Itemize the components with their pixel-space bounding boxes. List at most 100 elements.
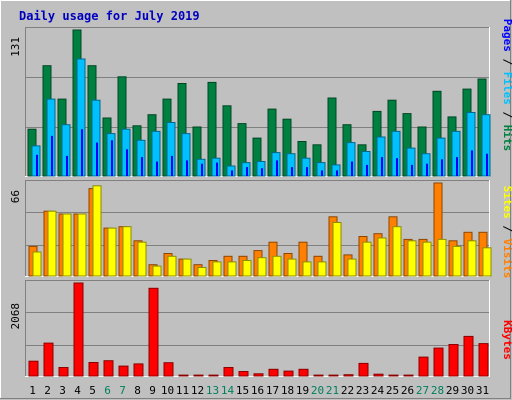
- bar-pages-day-30: [471, 150, 473, 176]
- x-tick-label-day-21: 21: [326, 384, 339, 397]
- series-label-kbytes: KBytes: [501, 320, 512, 360]
- series-label-sites: Sites: [501, 186, 512, 219]
- bar-kbytes-day-18: [283, 370, 294, 377]
- bar-sites-day-25: [392, 226, 402, 277]
- x-tick-label-day-14: 14: [221, 384, 235, 397]
- bar-pages-day-1: [36, 154, 38, 176]
- x-tick-label-day-24: 24: [371, 384, 385, 397]
- bar-pages-day-22: [351, 161, 353, 176]
- bar-pages-day-4: [81, 129, 83, 176]
- bar-sites-day-1: [32, 251, 42, 277]
- bar-kbytes-day-16: [253, 373, 264, 377]
- bar-kbytes-day-7: [118, 365, 129, 377]
- bar-sites-day-17: [272, 255, 282, 277]
- bar-kbytes-day-12: [193, 374, 204, 377]
- bar-pages-day-29: [456, 157, 458, 176]
- bar-pages-day-9: [156, 161, 158, 176]
- bar-sites-day-8: [137, 241, 147, 277]
- bar-sites-day-13: [212, 261, 222, 277]
- bar-pages-day-12: [201, 163, 203, 176]
- chart-panels: 131 Pages / Files / Hits 66 Sites / Visits 2…: [9, 19, 512, 377]
- bar-sites-day-3: [62, 213, 72, 277]
- bar-sites-day-9: [152, 265, 162, 277]
- bar-sites-day-16: [257, 257, 267, 277]
- x-tick-label-day-22: 22: [341, 384, 354, 397]
- bar-pages-day-8: [141, 157, 143, 176]
- panel-0-series-label: Pages / Files / Hits: [501, 19, 512, 152]
- x-tick-label-day-3: 3: [59, 384, 66, 397]
- bar-hits-day-21: [327, 97, 337, 177]
- x-tick-label-day-7: 7: [119, 384, 126, 397]
- bar-kbytes-day-31: [478, 343, 489, 377]
- panel-2-background: [25, 280, 490, 377]
- bar-pages-day-25: [396, 158, 398, 176]
- bar-kbytes-day-10: [163, 362, 174, 377]
- x-tick-label-day-29: 29: [446, 384, 459, 397]
- x-tick-label-day-18: 18: [281, 384, 294, 397]
- x-tick-label-day-13: 13: [206, 384, 219, 397]
- bar-sites-day-2: [47, 210, 57, 277]
- panel-1-ymax-label: 66: [9, 190, 22, 203]
- panel-0-ymax-label: 131: [9, 37, 22, 57]
- bar-sites-day-5: [92, 185, 102, 277]
- bar-kbytes-day-29: [448, 344, 459, 377]
- x-tick-label-day-30: 30: [461, 384, 474, 397]
- x-tick-label-day-6: 6: [104, 384, 111, 397]
- x-tick-label-day-11: 11: [176, 384, 189, 397]
- x-tick-label-day-12: 12: [191, 384, 204, 397]
- x-tick-label-day-5: 5: [89, 384, 96, 397]
- bar-kbytes-day-14: [223, 367, 234, 377]
- x-tick-label-day-10: 10: [161, 384, 174, 397]
- bar-kbytes-day-13: [208, 374, 219, 377]
- bar-pages-day-15: [246, 167, 248, 176]
- bar-sites-day-24: [377, 237, 387, 277]
- series-label-files: Files: [501, 72, 512, 105]
- bar-kbytes-day-15: [238, 371, 249, 377]
- bar-sites-day-22: [347, 258, 357, 277]
- bar-pages-day-21: [336, 170, 338, 176]
- bar-pages-day-17: [276, 160, 278, 176]
- bar-kbytes-day-28: [433, 347, 444, 377]
- x-tick-label-day-2: 2: [44, 384, 51, 397]
- bar-sites-day-4: [77, 213, 87, 277]
- bar-pages-day-18: [291, 167, 293, 176]
- bar-pages-day-2: [51, 135, 53, 176]
- bar-pages-day-24: [381, 157, 383, 176]
- x-tick-label-day-1: 1: [29, 384, 36, 397]
- panel-1-series-label: Sites / Visits: [501, 186, 512, 279]
- x-tick-label-day-31: 31: [476, 384, 489, 397]
- bar-sites-day-6: [107, 227, 117, 277]
- x-tick-label-day-19: 19: [296, 384, 309, 397]
- bar-pages-day-3: [66, 155, 68, 176]
- bar-sites-day-31: [482, 247, 492, 277]
- bar-pages-day-7: [126, 149, 128, 176]
- panel-2-ymax-label: 2068: [9, 303, 22, 330]
- bar-kbytes-day-4: [73, 282, 84, 377]
- bar-kbytes-day-17: [268, 368, 279, 377]
- bar-sites-day-27: [422, 241, 432, 277]
- bar-kbytes-day-11: [178, 374, 189, 377]
- bar-pages-day-23: [366, 164, 368, 176]
- bar-hits-day-14: [222, 105, 232, 177]
- bar-sites-day-10: [167, 255, 177, 277]
- bar-kbytes-day-20: [313, 374, 324, 377]
- bar-sites-day-29: [452, 245, 462, 277]
- bar-kbytes-day-3: [58, 367, 69, 377]
- x-tick-label-day-23: 23: [356, 384, 369, 397]
- bar-pages-day-11: [186, 160, 188, 176]
- bar-sites-day-18: [287, 258, 297, 277]
- bar-kbytes-day-9: [148, 287, 159, 377]
- bar-sites-day-15: [242, 260, 252, 277]
- panel-2-series-label: KBytes: [501, 320, 512, 360]
- x-tick-label-day-28: 28: [431, 384, 444, 397]
- bar-kbytes-day-30: [463, 335, 474, 377]
- bar-kbytes-day-21: [328, 374, 339, 377]
- series-label-separator: /: [501, 52, 512, 72]
- series-label-separator: /: [501, 219, 512, 239]
- bar-sites-day-20: [317, 261, 327, 277]
- bar-kbytes-day-1: [28, 360, 39, 377]
- x-tick-label-day-9: 9: [149, 384, 156, 397]
- bar-sites-day-26: [407, 240, 417, 277]
- bar-kbytes-day-22: [343, 374, 354, 377]
- bar-pages-day-10: [171, 155, 173, 176]
